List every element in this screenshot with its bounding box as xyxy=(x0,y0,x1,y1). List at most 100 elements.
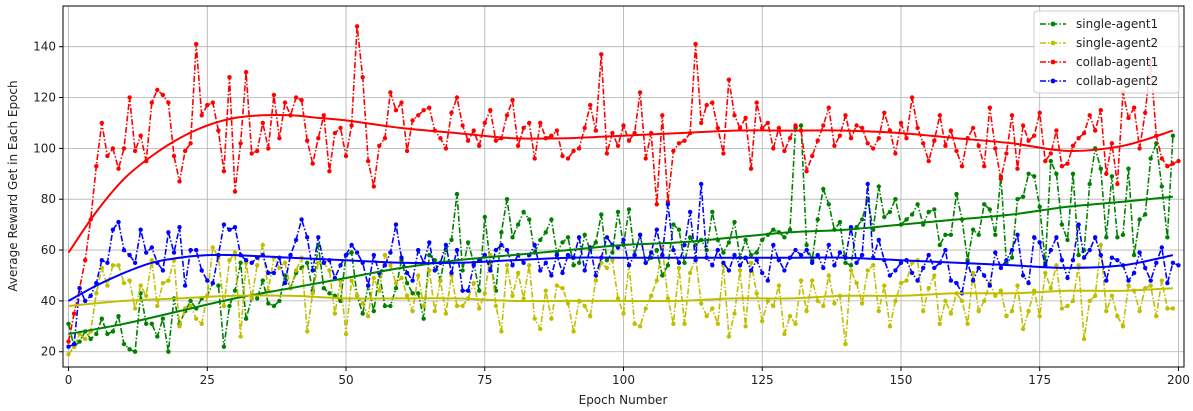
data-point xyxy=(588,102,593,108)
data-point xyxy=(454,95,460,100)
data-point xyxy=(682,260,687,265)
data-point xyxy=(110,227,116,232)
data-point xyxy=(671,148,676,154)
data-point xyxy=(1048,286,1054,291)
data-point xyxy=(432,308,437,314)
data-point xyxy=(626,138,632,143)
data-point xyxy=(132,148,138,154)
data-point xyxy=(210,245,215,250)
data-point xyxy=(998,176,1004,182)
x-tick-label: 50 xyxy=(338,373,353,387)
data-point xyxy=(821,186,826,192)
data-point xyxy=(499,329,504,334)
data-point xyxy=(549,316,554,321)
data-point xyxy=(282,260,288,265)
data-point xyxy=(1065,161,1070,166)
data-point xyxy=(271,303,277,309)
data-point xyxy=(848,136,854,141)
data-point xyxy=(1076,136,1081,141)
x-tick-label: 0 xyxy=(65,373,73,387)
data-point xyxy=(410,118,415,123)
data-point xyxy=(676,260,682,265)
data-point xyxy=(1115,235,1120,240)
data-point xyxy=(199,268,204,273)
data-point xyxy=(1048,247,1054,253)
data-point xyxy=(105,283,110,288)
data-point xyxy=(1131,105,1137,110)
data-point xyxy=(388,263,393,268)
legend-label: single-agent2 xyxy=(1076,36,1158,50)
data-point xyxy=(66,339,71,344)
y-tick-label: 140 xyxy=(33,40,56,54)
data-point xyxy=(837,133,843,138)
data-point xyxy=(671,222,676,227)
legend-entry: collab-agent1 xyxy=(1040,55,1158,69)
data-point xyxy=(144,321,149,326)
data-point xyxy=(582,232,587,237)
data-point xyxy=(893,298,898,304)
data-point xyxy=(199,321,204,326)
data-point xyxy=(83,298,88,304)
data-point xyxy=(571,329,576,334)
data-point xyxy=(1076,263,1081,268)
data-point xyxy=(898,260,904,265)
data-point xyxy=(654,278,659,283)
data-point xyxy=(643,306,648,311)
data-point xyxy=(1115,181,1120,187)
data-point xyxy=(221,303,227,309)
data-point xyxy=(887,273,893,278)
data-point xyxy=(909,270,915,276)
data-point xyxy=(94,164,99,169)
data-point xyxy=(227,258,232,263)
data-point xyxy=(1115,314,1120,319)
data-point xyxy=(127,95,132,100)
data-point xyxy=(660,252,665,258)
data-point xyxy=(821,123,826,128)
data-point xyxy=(221,169,227,174)
data-point xyxy=(527,217,532,222)
data-point xyxy=(959,298,965,304)
data-point xyxy=(876,308,881,314)
data-point xyxy=(504,263,510,268)
data-point xyxy=(859,301,865,306)
data-point xyxy=(371,275,376,281)
data-point xyxy=(921,265,926,271)
data-point xyxy=(1087,181,1092,187)
legend-label: single-agent1 xyxy=(1076,17,1158,31)
data-point xyxy=(549,133,554,138)
data-point xyxy=(504,247,510,253)
data-point xyxy=(121,280,127,286)
data-point xyxy=(1165,164,1170,169)
data-point xyxy=(266,270,271,276)
data-point xyxy=(1154,260,1159,265)
data-point xyxy=(621,237,626,243)
data-point xyxy=(649,250,654,255)
data-point xyxy=(848,263,854,268)
data-point xyxy=(160,268,166,273)
data-point xyxy=(637,232,643,237)
data-point xyxy=(771,227,776,232)
data-point xyxy=(66,321,71,326)
data-point xyxy=(1070,171,1076,176)
data-point xyxy=(998,265,1004,271)
data-point xyxy=(299,97,304,103)
data-point xyxy=(1104,278,1109,283)
data-point xyxy=(726,240,732,245)
data-point xyxy=(421,303,426,309)
data-point xyxy=(1015,197,1020,202)
data-point xyxy=(166,230,171,235)
data-point xyxy=(604,151,610,156)
data-point xyxy=(993,232,998,237)
data-point xyxy=(338,263,343,268)
data-point xyxy=(782,148,787,154)
data-point xyxy=(554,283,560,288)
data-point xyxy=(610,258,615,263)
data-point xyxy=(1176,263,1181,268)
data-point xyxy=(921,308,926,314)
data-point xyxy=(471,128,476,133)
data-point xyxy=(748,252,754,258)
data-point xyxy=(815,252,820,258)
data-point xyxy=(166,100,171,105)
data-point xyxy=(232,189,238,194)
data-point xyxy=(1148,283,1153,288)
